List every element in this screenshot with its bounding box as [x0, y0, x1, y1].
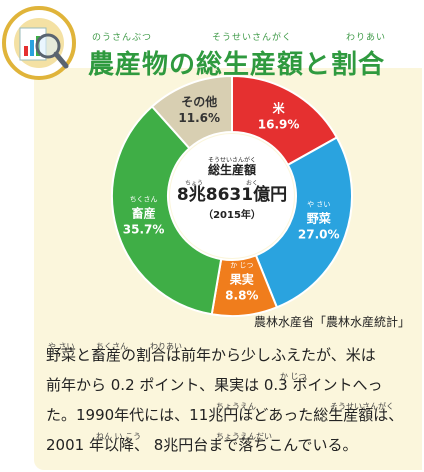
- slice-value-4: 11.6%: [178, 111, 220, 125]
- ruby-chikusan: ちくさん: [96, 342, 128, 351]
- slice-value-1: 27.0%: [298, 228, 340, 242]
- ruby-chouendai: ちょうえんだい: [216, 432, 272, 441]
- slice-value-2: 8.8%: [225, 288, 258, 302]
- slice-4: [150, 74, 233, 150]
- title-bar: のうさんぶつ そうせいさんがく わりあい 農産物の総生産額と割合: [62, 24, 424, 80]
- ruby-yasai: や さい: [48, 342, 75, 351]
- source-label: 農林水産省「農林水産統計」: [253, 315, 410, 329]
- slice-ruby-2: か じつ: [230, 261, 253, 269]
- donut-hole: [170, 134, 294, 258]
- body-paragraph: や さい ちくさん わりあい か じつ ちょうえん そうせいさんがく ねん い …: [46, 340, 416, 460]
- center-ruby: そうせいさんがく: [208, 156, 256, 164]
- slice-label-2: 果実: [229, 271, 254, 286]
- ruby-chouen: ちょうえん: [216, 402, 256, 411]
- body-line: 2001 年以降、 8兆円台まで落ちこんでいる。: [46, 436, 358, 454]
- slice-label-4: その他: [181, 94, 217, 109]
- slice-label-1: 野菜: [307, 211, 331, 226]
- page-title: 農産物の総生産額と割合: [88, 50, 386, 80]
- ruby-kajitsu: か じつ: [280, 372, 307, 381]
- slice-value-3: 35.7%: [123, 222, 165, 236]
- slice-1: [254, 136, 353, 309]
- slice-3: [111, 105, 223, 316]
- slice-value-0: 16.9%: [258, 118, 300, 132]
- center-value: 8兆8631億円: [177, 184, 287, 205]
- slice-ruby-3: ちくさん: [130, 195, 158, 203]
- body-line: 野菜と畜産の割合は前年から少しふえたが、米は: [46, 346, 376, 364]
- ruby-wariai: わりあい: [150, 342, 182, 351]
- title-ruby-nousanbutsu: のうさんぶつ: [92, 33, 153, 43]
- body-line: た。1990年代には、11兆円ほどあった総生産額は、: [46, 406, 404, 424]
- slice-label-0: 米: [273, 101, 286, 116]
- center-ruby-oku: おく: [246, 180, 258, 187]
- ruby-souseisangaku: そうせいさんがく: [330, 402, 394, 411]
- magnifying-glass-chart-icon: [2, 6, 76, 80]
- slice-label-3: 畜産: [132, 205, 156, 220]
- title-ruby-wariai: わりあい: [346, 33, 387, 43]
- title-ruby-souseisangaku: そうせいさんがく: [212, 33, 293, 43]
- ruby-nenikou: ねん い こう: [96, 432, 142, 441]
- slice-ruby-1: や さい: [307, 201, 330, 209]
- center-ruby-chou: ちょう: [185, 180, 203, 187]
- body-line: 前年から 0.2 ポイント、果実は 0.3 ポイントへっ: [46, 376, 383, 394]
- center-label: 総生産額: [208, 162, 256, 177]
- center-year: （2015年）: [203, 208, 261, 221]
